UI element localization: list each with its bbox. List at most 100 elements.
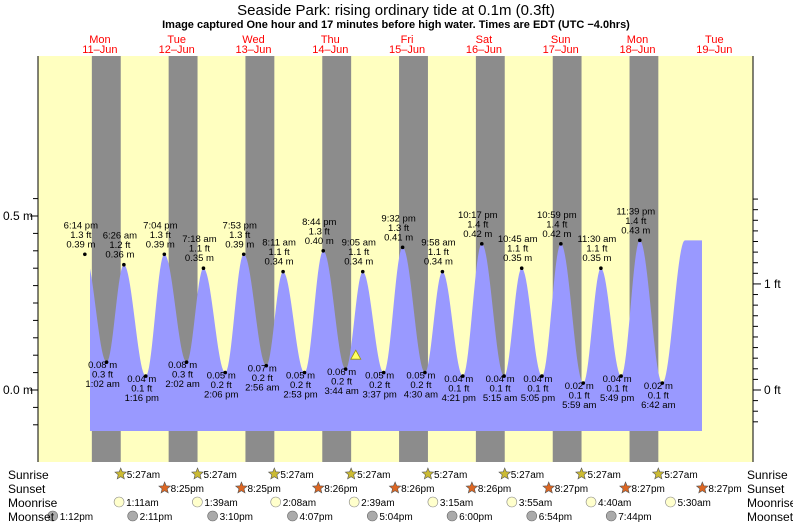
sunrise-time-label: 5:27am [511, 470, 544, 481]
sunset-time-label: 8:27pm [555, 484, 588, 495]
low-tide-label: 0.1 ft [448, 384, 469, 395]
sunset-star-icon [158, 481, 172, 494]
high-tide-label: 0.36 m [105, 250, 134, 261]
moonrise-moon-icon [192, 496, 203, 508]
sunrise-star-icon [114, 467, 128, 480]
low-tide-label: 3:37 pm [363, 390, 397, 401]
right-axis-tick-label: 1 ft [764, 277, 781, 291]
right-axis-tick-label: 0 ft [764, 383, 781, 397]
sunset-row-label-right: Sunset [747, 482, 785, 496]
low-tide-label: 2:06 pm [204, 390, 238, 401]
sunrise-star-icon [651, 467, 665, 480]
sunrise-row-label-left: Sunrise [8, 468, 49, 482]
low-tide-label: 0.1 ft [527, 384, 548, 395]
low-tide-label: 0.05 m [365, 371, 394, 382]
low-tide-label: 2:56 am [245, 383, 279, 394]
moonrise-time-label: 5:30am [678, 498, 711, 509]
high-tide-point [599, 266, 603, 271]
high-tide-label: 0.43 m [621, 225, 650, 236]
low-tide-label: 6:42 am [641, 400, 675, 411]
moonset-time-label: 7:44pm [618, 512, 651, 523]
low-tide-point [184, 360, 189, 364]
low-tide-label: 4:21 pm [442, 393, 476, 404]
high-tide-label: 1.1 ft [428, 247, 449, 258]
axes-layer: 0.0 m 0.5 m 0 ft 1 ft [3, 56, 781, 462]
low-tide-label: 5:05 pm [521, 393, 555, 404]
moonset-moon-icon [605, 510, 617, 522]
moonrise-time-label: 3:55am [519, 498, 552, 509]
moonset-time-label: 3:10pm [220, 512, 253, 523]
high-tide-label: 0.42 m [542, 229, 571, 240]
low-tide-point [381, 370, 386, 375]
moonrise-time-label: 2:08am [283, 498, 316, 509]
high-tide-point [519, 266, 524, 271]
moonrise-moon-icon [348, 496, 360, 508]
day-date-label: 17–Jun [543, 44, 579, 56]
day-date-label: 16–Jun [466, 44, 502, 56]
high-tide-label: 11:30 am [577, 234, 616, 245]
sunrise-star-icon [498, 467, 512, 480]
low-tide-label: 3:44 am [324, 386, 358, 397]
day-name-label: Mon [89, 34, 110, 46]
high-tide-label: 1.3 ft [229, 230, 250, 241]
low-tide-label: 0.1 ft [607, 384, 628, 395]
sunrise-time-label: 5:27am [588, 470, 621, 481]
low-tide-point [223, 370, 228, 375]
day-date-label: 19–Jun [696, 44, 732, 56]
sunset-star-icon [388, 481, 402, 494]
sunset-time-label: 8:26pm [478, 484, 511, 495]
low-tide-label: 2:53 pm [283, 390, 317, 401]
high-tide-label: 0.41 m [384, 232, 413, 243]
moonset-moon-icon [367, 510, 378, 522]
low-tide-label: 0.02 m [644, 381, 673, 392]
high-tide-label: 1.1 ft [586, 244, 607, 255]
moonset-moon-icon [127, 510, 138, 522]
moonrise-moon-icon [427, 496, 439, 508]
high-tide-label: 8:44 pm [302, 217, 336, 228]
moonrise-time-label: 2:39am [361, 498, 394, 509]
left-axis-tick-label: 0.0 m [3, 383, 33, 397]
moonset-row-label-right: Moonset [747, 510, 793, 524]
sunset-star-icon [542, 481, 556, 494]
high-tide-point [559, 242, 563, 246]
day-name-label: Tue [705, 34, 724, 46]
high-tide-point [321, 249, 326, 253]
moonset-time-label: 1:12pm [60, 512, 93, 523]
low-tide-point [660, 381, 665, 385]
sunrise-row-label-right: Sunrise [747, 468, 788, 482]
sunset-time-label: 8:27pm [708, 484, 741, 495]
sunrise-time-label: 5:27am [357, 470, 390, 481]
low-tide-label: 1:02 am [85, 379, 119, 390]
high-tide-label: 1.4 ft [546, 219, 567, 230]
high-tide-label: 0.35 m [582, 253, 611, 264]
low-tide-label: 0.2 ft [252, 373, 273, 384]
high-tide-label: 9:05 am [342, 238, 376, 249]
moonset-time-label: 4:07pm [299, 512, 332, 523]
sunrise-star-icon [575, 467, 588, 480]
high-tide-point [637, 238, 642, 243]
sunrise-time-label: 5:27am [127, 470, 160, 481]
high-tide-point [122, 262, 126, 267]
moonrise-moon-icon [270, 496, 282, 508]
tide-curve-layer [90, 240, 702, 431]
low-tide-point [619, 374, 623, 378]
sunrise-time-label: 5:27am [204, 470, 237, 481]
moonset-moon-icon [47, 510, 59, 522]
high-tide-label: 0.34 m [424, 257, 453, 268]
day-date-label: 15–Jun [389, 44, 425, 56]
low-tide-label: 0.1 ft [131, 384, 152, 395]
high-tide-label: 1.3 ft [70, 230, 91, 241]
astro-rows-layer: 5:27am 5:27am 5:27am 5:27am 5:27am 5:27am 5:27… [47, 467, 742, 523]
low-tide-label: 0.08 m [168, 360, 197, 371]
high-tide-label: 8:11 am [262, 238, 296, 249]
low-tide-label: 5:59 am [562, 400, 596, 411]
high-tide-label: 0.34 m [344, 257, 373, 268]
high-tide-label: 1.1 ft [189, 244, 210, 255]
high-tide-label: 0.34 m [265, 257, 294, 268]
low-tide-label: 0.06 m [327, 367, 356, 378]
moonrise-moon-icon [585, 496, 597, 508]
low-tide-label: 0.05 m [207, 371, 236, 382]
high-tide-point [360, 269, 365, 274]
low-tide-label: 0.2 ft [331, 377, 352, 388]
sunset-time-label: 8:25pm [171, 484, 204, 495]
